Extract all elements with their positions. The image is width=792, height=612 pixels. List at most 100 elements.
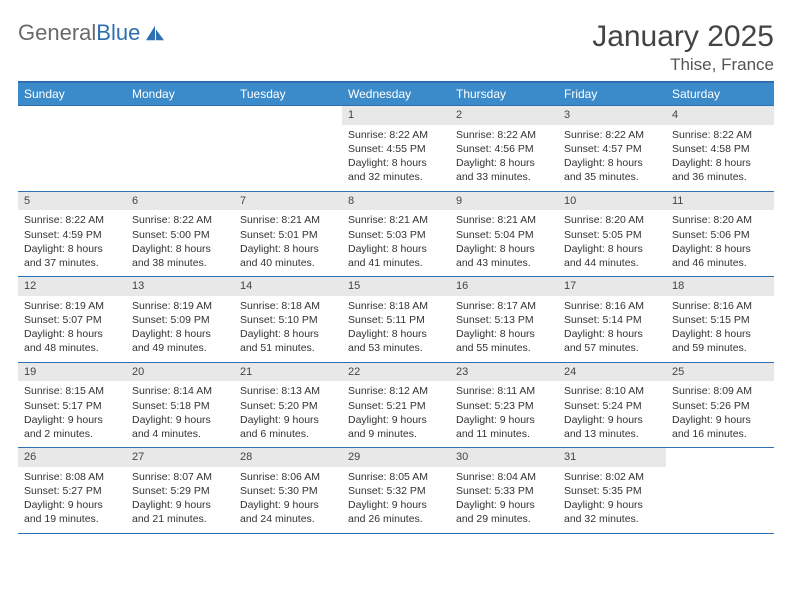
calendar-week: 5Sunrise: 8:22 AMSunset: 4:59 PMDaylight… xyxy=(18,192,774,278)
calendar-cell: 28Sunrise: 8:06 AMSunset: 5:30 PMDayligh… xyxy=(234,448,342,533)
calendar-cell xyxy=(126,106,234,191)
detail-line: Sunset: 5:11 PM xyxy=(348,313,444,327)
calendar-cell: 31Sunrise: 8:02 AMSunset: 5:35 PMDayligh… xyxy=(558,448,666,533)
detail-line: Daylight: 8 hours and 49 minutes. xyxy=(132,327,228,355)
day-number: 9 xyxy=(450,192,558,211)
calendar-cell: 1Sunrise: 8:22 AMSunset: 4:55 PMDaylight… xyxy=(342,106,450,191)
day-number: 14 xyxy=(234,277,342,296)
day-number: 25 xyxy=(666,363,774,382)
logo-text-gray: General xyxy=(18,20,96,45)
day-number: 5 xyxy=(18,192,126,211)
detail-line: Sunrise: 8:02 AM xyxy=(564,470,660,484)
header: GeneralBlue January 2025 Thise, France xyxy=(18,20,774,75)
calendar-cell: 29Sunrise: 8:05 AMSunset: 5:32 PMDayligh… xyxy=(342,448,450,533)
sail-icon xyxy=(144,24,166,42)
detail-line: Sunset: 5:20 PM xyxy=(240,399,336,413)
detail-line: Daylight: 9 hours and 21 minutes. xyxy=(132,498,228,526)
calendar-cell: 20Sunrise: 8:14 AMSunset: 5:18 PMDayligh… xyxy=(126,363,234,448)
detail-line: Daylight: 8 hours and 44 minutes. xyxy=(564,242,660,270)
day-detail: Sunrise: 8:20 AMSunset: 5:06 PMDaylight:… xyxy=(666,210,774,276)
detail-line: Sunrise: 8:14 AM xyxy=(132,384,228,398)
day-header: Sunday xyxy=(18,83,126,105)
day-detail: Sunrise: 8:16 AMSunset: 5:14 PMDaylight:… xyxy=(558,296,666,362)
detail-line: Sunrise: 8:20 AM xyxy=(564,213,660,227)
detail-line: Sunrise: 8:06 AM xyxy=(240,470,336,484)
detail-line: Daylight: 8 hours and 38 minutes. xyxy=(132,242,228,270)
day-detail: Sunrise: 8:02 AMSunset: 5:35 PMDaylight:… xyxy=(558,467,666,533)
day-detail: Sunrise: 8:22 AMSunset: 4:59 PMDaylight:… xyxy=(18,210,126,276)
detail-line: Daylight: 9 hours and 24 minutes. xyxy=(240,498,336,526)
detail-line: Daylight: 9 hours and 26 minutes. xyxy=(348,498,444,526)
detail-line: Daylight: 9 hours and 2 minutes. xyxy=(24,413,120,441)
detail-line: Daylight: 8 hours and 40 minutes. xyxy=(240,242,336,270)
detail-line: Sunset: 5:30 PM xyxy=(240,484,336,498)
calendar-cell: 21Sunrise: 8:13 AMSunset: 5:20 PMDayligh… xyxy=(234,363,342,448)
detail-line: Daylight: 8 hours and 33 minutes. xyxy=(456,156,552,184)
calendar-header-row: SundayMondayTuesdayWednesdayThursdayFrid… xyxy=(18,81,774,106)
detail-line: Sunrise: 8:22 AM xyxy=(456,128,552,142)
day-number: 17 xyxy=(558,277,666,296)
detail-line: Daylight: 8 hours and 36 minutes. xyxy=(672,156,768,184)
detail-line: Sunrise: 8:09 AM xyxy=(672,384,768,398)
detail-line: Sunset: 4:59 PM xyxy=(24,228,120,242)
day-number: 15 xyxy=(342,277,450,296)
detail-line: Sunrise: 8:16 AM xyxy=(564,299,660,313)
detail-line: Sunset: 5:23 PM xyxy=(456,399,552,413)
detail-line: Sunrise: 8:20 AM xyxy=(672,213,768,227)
day-detail: Sunrise: 8:19 AMSunset: 5:07 PMDaylight:… xyxy=(18,296,126,362)
logo: GeneralBlue xyxy=(18,20,166,46)
detail-line: Sunset: 5:15 PM xyxy=(672,313,768,327)
day-detail: Sunrise: 8:22 AMSunset: 4:56 PMDaylight:… xyxy=(450,125,558,191)
detail-line: Sunrise: 8:10 AM xyxy=(564,384,660,398)
detail-line: Sunrise: 8:21 AM xyxy=(456,213,552,227)
calendar-cell: 15Sunrise: 8:18 AMSunset: 5:11 PMDayligh… xyxy=(342,277,450,362)
detail-line: Sunset: 5:09 PM xyxy=(132,313,228,327)
day-header: Wednesday xyxy=(342,83,450,105)
day-detail: Sunrise: 8:18 AMSunset: 5:11 PMDaylight:… xyxy=(342,296,450,362)
day-detail: Sunrise: 8:13 AMSunset: 5:20 PMDaylight:… xyxy=(234,381,342,447)
calendar-cell xyxy=(18,106,126,191)
calendar-cell: 12Sunrise: 8:19 AMSunset: 5:07 PMDayligh… xyxy=(18,277,126,362)
day-number: 18 xyxy=(666,277,774,296)
detail-line: Daylight: 8 hours and 51 minutes. xyxy=(240,327,336,355)
calendar-cell: 13Sunrise: 8:19 AMSunset: 5:09 PMDayligh… xyxy=(126,277,234,362)
detail-line: Daylight: 9 hours and 13 minutes. xyxy=(564,413,660,441)
day-detail: Sunrise: 8:22 AMSunset: 4:58 PMDaylight:… xyxy=(666,125,774,191)
detail-line: Sunset: 5:32 PM xyxy=(348,484,444,498)
detail-line: Sunset: 5:21 PM xyxy=(348,399,444,413)
day-detail: Sunrise: 8:17 AMSunset: 5:13 PMDaylight:… xyxy=(450,296,558,362)
detail-line: Sunrise: 8:21 AM xyxy=(240,213,336,227)
detail-line: Sunrise: 8:19 AM xyxy=(132,299,228,313)
detail-line: Daylight: 8 hours and 48 minutes. xyxy=(24,327,120,355)
day-detail: Sunrise: 8:20 AMSunset: 5:05 PMDaylight:… xyxy=(558,210,666,276)
calendar-cell: 11Sunrise: 8:20 AMSunset: 5:06 PMDayligh… xyxy=(666,192,774,277)
day-number: 6 xyxy=(126,192,234,211)
calendar-cell: 27Sunrise: 8:07 AMSunset: 5:29 PMDayligh… xyxy=(126,448,234,533)
detail-line: Sunset: 5:18 PM xyxy=(132,399,228,413)
detail-line: Sunset: 4:55 PM xyxy=(348,142,444,156)
detail-line: Sunset: 5:13 PM xyxy=(456,313,552,327)
day-number: 10 xyxy=(558,192,666,211)
day-detail: Sunrise: 8:19 AMSunset: 5:09 PMDaylight:… xyxy=(126,296,234,362)
day-detail: Sunrise: 8:22 AMSunset: 4:57 PMDaylight:… xyxy=(558,125,666,191)
day-number: 19 xyxy=(18,363,126,382)
detail-line: Sunrise: 8:16 AM xyxy=(672,299,768,313)
calendar-cell: 2Sunrise: 8:22 AMSunset: 4:56 PMDaylight… xyxy=(450,106,558,191)
detail-line: Daylight: 9 hours and 29 minutes. xyxy=(456,498,552,526)
calendar-cell: 8Sunrise: 8:21 AMSunset: 5:03 PMDaylight… xyxy=(342,192,450,277)
day-detail: Sunrise: 8:15 AMSunset: 5:17 PMDaylight:… xyxy=(18,381,126,447)
calendar-cell: 14Sunrise: 8:18 AMSunset: 5:10 PMDayligh… xyxy=(234,277,342,362)
detail-line: Daylight: 9 hours and 11 minutes. xyxy=(456,413,552,441)
detail-line: Sunrise: 8:22 AM xyxy=(564,128,660,142)
detail-line: Sunset: 5:05 PM xyxy=(564,228,660,242)
day-detail: Sunrise: 8:21 AMSunset: 5:04 PMDaylight:… xyxy=(450,210,558,276)
detail-line: Sunrise: 8:22 AM xyxy=(132,213,228,227)
day-header: Saturday xyxy=(666,83,774,105)
calendar-cell: 18Sunrise: 8:16 AMSunset: 5:15 PMDayligh… xyxy=(666,277,774,362)
calendar-cell: 7Sunrise: 8:21 AMSunset: 5:01 PMDaylight… xyxy=(234,192,342,277)
day-detail: Sunrise: 8:09 AMSunset: 5:26 PMDaylight:… xyxy=(666,381,774,447)
detail-line: Sunrise: 8:18 AM xyxy=(348,299,444,313)
calendar-cell: 22Sunrise: 8:12 AMSunset: 5:21 PMDayligh… xyxy=(342,363,450,448)
calendar-cell: 16Sunrise: 8:17 AMSunset: 5:13 PMDayligh… xyxy=(450,277,558,362)
detail-line: Sunset: 5:27 PM xyxy=(24,484,120,498)
